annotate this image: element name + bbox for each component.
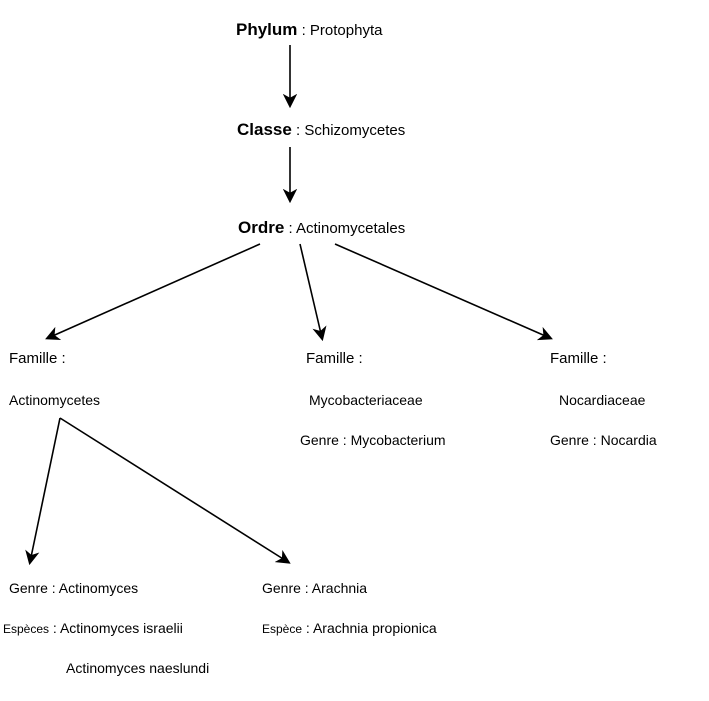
especes-sep: :	[49, 620, 60, 636]
ordre-value: Actinomycetales	[296, 220, 405, 237]
classe-value: Schizomycetes	[304, 122, 405, 139]
espece-naeslundi: Actinomyces naeslundi	[66, 660, 209, 676]
especes-label: Espèces	[3, 622, 49, 636]
node-classe: Classe : Schizomycetes	[237, 120, 405, 140]
famille-3-genre-sep: :	[589, 432, 601, 448]
node-especes-actinomyces: Espèces : Actinomyces israelii	[3, 620, 183, 636]
phylum-sep: :	[297, 22, 310, 39]
node-famille-2-value: Mycobacteriaceae	[309, 392, 423, 408]
node-genre-actinomyces: Genre : Actinomyces	[9, 580, 138, 596]
ordre-label: Ordre	[238, 218, 284, 237]
classe-label: Classe	[237, 120, 292, 139]
node-espece-naeslundi: Actinomyces naeslundi	[66, 660, 209, 676]
node-famille-1-label: Famille :	[9, 350, 66, 367]
node-phylum: Phylum : Protophyta	[236, 20, 382, 40]
genre-actinomyces-text: Genre : Actinomyces	[9, 580, 138, 596]
espece-sep: :	[302, 620, 313, 636]
famille-1-value: Actinomycetes	[9, 392, 100, 408]
phylum-label: Phylum	[236, 20, 297, 39]
node-famille-3-label: Famille :	[550, 350, 607, 367]
node-ordre: Ordre : Actinomycetales	[238, 218, 405, 238]
ordre-sep: :	[284, 220, 296, 237]
node-famille-3-genre: Genre : Nocardia	[550, 432, 657, 448]
famille-3-genre-label: Genre	[550, 432, 589, 448]
node-famille-1-value: Actinomycetes	[9, 392, 100, 408]
node-espece-arachnia: Espèce : Arachnia propionica	[262, 620, 437, 636]
espece-israelii: Actinomyces israelii	[60, 620, 183, 636]
node-famille-3-value: Nocardiaceae	[559, 392, 645, 408]
famille-2-label: Famille :	[306, 350, 363, 367]
phylum-value: Protophyta	[310, 22, 383, 39]
famille-2-value: Mycobacteriaceae	[309, 392, 423, 408]
famille-1-label: Famille :	[9, 350, 66, 367]
famille-2-genre-value: Mycobacterium	[351, 432, 446, 448]
node-famille-2-label: Famille :	[306, 350, 363, 367]
node-famille-2-genre: Genre : Mycobacterium	[300, 432, 446, 448]
famille-2-genre-label: Genre	[300, 432, 339, 448]
genre-arachnia-text: Genre : Arachnia	[262, 580, 367, 596]
famille-3-genre-value: Nocardia	[601, 432, 657, 448]
famille-3-label: Famille :	[550, 350, 607, 367]
taxonomy-diagram: Phylum : Protophyta Classe : Schizomycet…	[0, 0, 709, 701]
node-genre-arachnia: Genre : Arachnia	[262, 580, 367, 596]
famille-2-genre-sep: :	[339, 432, 351, 448]
classe-sep: :	[292, 122, 305, 139]
espece-propionica: Arachnia propionica	[313, 620, 437, 636]
espece-label: Espèce	[262, 622, 302, 636]
famille-3-value: Nocardiaceae	[559, 392, 645, 408]
